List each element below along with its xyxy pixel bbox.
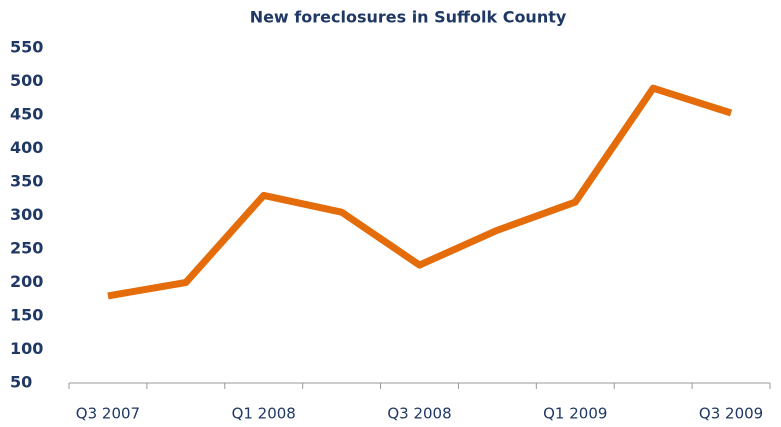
y-tick-label: 350 bbox=[10, 172, 43, 191]
y-tick-label: 150 bbox=[10, 306, 43, 325]
y-tick-label: 450 bbox=[10, 105, 43, 124]
y-tick-label: 300 bbox=[10, 205, 43, 224]
x-tick-label: Q1 2008 bbox=[232, 405, 296, 423]
x-tick-label: Q3 2009 bbox=[699, 405, 763, 423]
x-tick-label: Q3 2008 bbox=[387, 405, 451, 423]
y-tick-label: 500 bbox=[10, 71, 43, 90]
y-tick-label: 400 bbox=[10, 138, 43, 157]
y-tick-label: 50 bbox=[10, 373, 32, 392]
y-tick-label: 250 bbox=[10, 239, 43, 258]
chart-title: New foreclosures in Suffolk County bbox=[250, 8, 567, 27]
series-line bbox=[107, 84, 733, 300]
y-tick-label: 200 bbox=[10, 272, 43, 291]
x-tick-label: Q3 2007 bbox=[76, 405, 140, 423]
x-tick-label: Q1 2009 bbox=[543, 405, 607, 423]
y-tick-label: 100 bbox=[10, 339, 43, 358]
y-tick-label: 550 bbox=[10, 38, 43, 57]
